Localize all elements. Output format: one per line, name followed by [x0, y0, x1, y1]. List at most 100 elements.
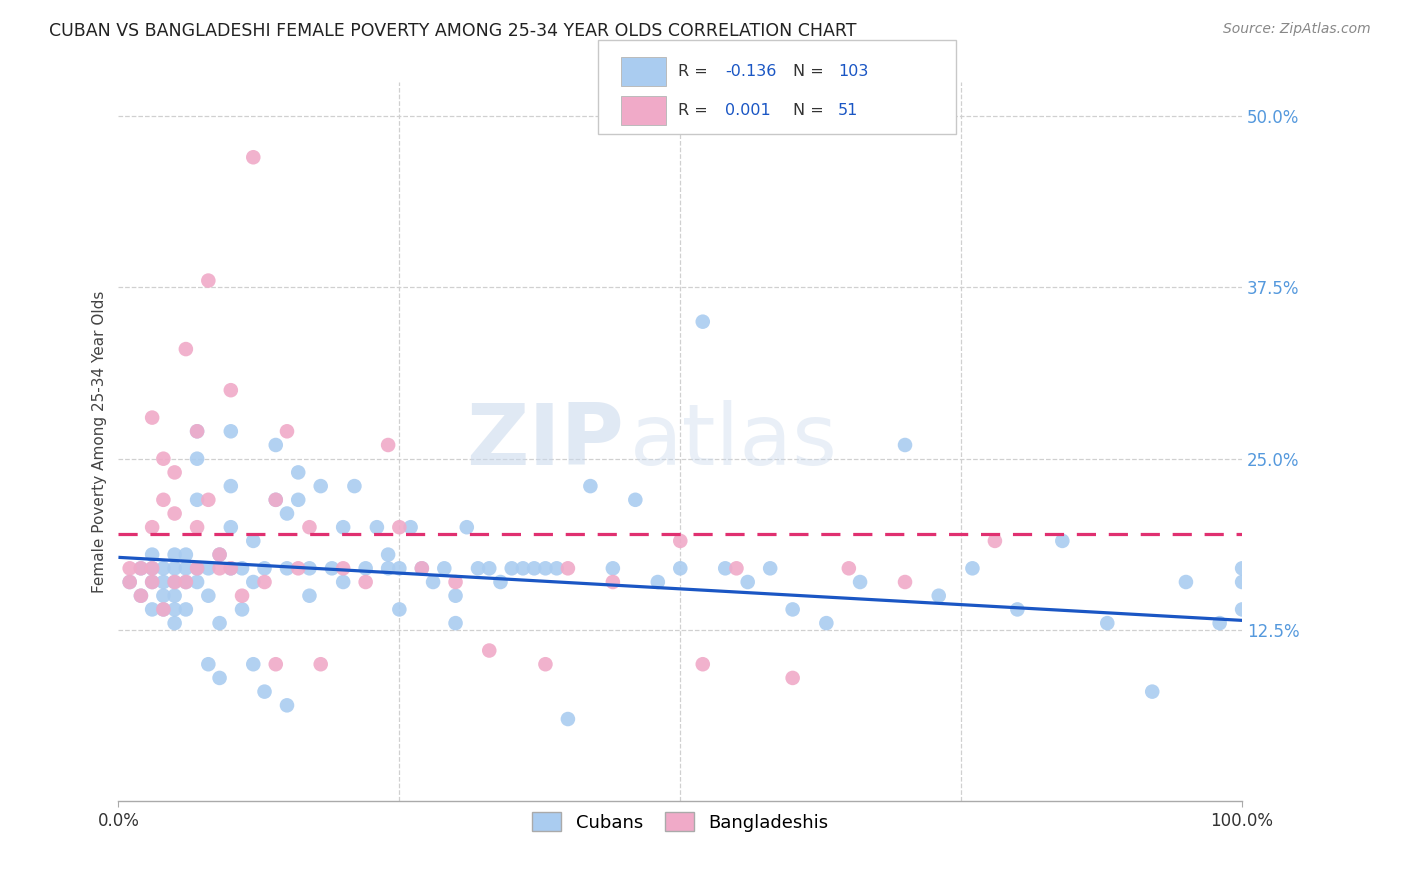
Point — [557, 712, 579, 726]
Point — [186, 520, 208, 534]
Point — [174, 574, 197, 589]
Point — [478, 643, 501, 657]
Point — [782, 671, 804, 685]
Point — [242, 574, 264, 589]
Point — [287, 561, 309, 575]
Point — [714, 561, 737, 575]
Point — [411, 561, 433, 575]
Point — [186, 492, 208, 507]
Point — [163, 602, 186, 616]
Point — [186, 574, 208, 589]
Point — [163, 589, 186, 603]
Point — [1097, 616, 1119, 631]
Point — [141, 574, 163, 589]
Text: 103: 103 — [838, 64, 869, 79]
Point — [197, 657, 219, 672]
Point — [197, 492, 219, 507]
Point — [152, 561, 174, 575]
Point — [174, 548, 197, 562]
Point — [152, 602, 174, 616]
Point — [174, 574, 197, 589]
Point — [129, 561, 152, 575]
Point — [478, 561, 501, 575]
Point — [433, 561, 456, 575]
Text: -0.136: -0.136 — [725, 64, 778, 79]
Point — [242, 150, 264, 164]
Point — [141, 561, 163, 575]
Point — [219, 479, 242, 493]
Point — [163, 574, 186, 589]
Point — [894, 574, 917, 589]
Point — [984, 533, 1007, 548]
Point — [332, 520, 354, 534]
Text: N =: N = — [793, 64, 830, 79]
Point — [208, 561, 231, 575]
Point — [276, 425, 298, 439]
Point — [253, 561, 276, 575]
Point — [377, 438, 399, 452]
Point — [276, 561, 298, 575]
Point — [163, 616, 186, 631]
Text: 0.001: 0.001 — [725, 103, 772, 119]
Point — [343, 479, 366, 493]
Point — [332, 574, 354, 589]
Text: ZIP: ZIP — [467, 401, 624, 483]
Point — [219, 520, 242, 534]
Point — [309, 479, 332, 493]
Point — [444, 574, 467, 589]
Point — [253, 574, 276, 589]
Point — [141, 410, 163, 425]
Point — [253, 684, 276, 698]
Point — [231, 589, 253, 603]
Point — [354, 574, 377, 589]
Point — [411, 561, 433, 575]
Point — [366, 520, 388, 534]
Text: R =: R = — [678, 64, 713, 79]
Point — [129, 589, 152, 603]
Point — [467, 561, 489, 575]
Point — [669, 533, 692, 548]
Point — [174, 342, 197, 356]
Point — [534, 657, 557, 672]
Point — [197, 274, 219, 288]
Point — [332, 561, 354, 575]
Point — [1174, 574, 1197, 589]
Point — [163, 507, 186, 521]
Point — [219, 561, 242, 575]
Point — [309, 657, 332, 672]
Point — [444, 589, 467, 603]
Point — [838, 561, 860, 575]
Point — [422, 574, 444, 589]
Point — [444, 616, 467, 631]
Point — [759, 561, 782, 575]
Point — [321, 561, 343, 575]
Point — [208, 548, 231, 562]
Point — [1230, 602, 1253, 616]
Point — [208, 616, 231, 631]
Point — [197, 561, 219, 575]
Point — [118, 574, 141, 589]
Point — [298, 561, 321, 575]
Point — [287, 492, 309, 507]
Point — [152, 451, 174, 466]
Point — [782, 602, 804, 616]
Point — [501, 561, 523, 575]
Point — [163, 466, 186, 480]
Point — [163, 561, 186, 575]
Point — [557, 561, 579, 575]
Point — [197, 589, 219, 603]
Point — [141, 548, 163, 562]
Point — [174, 561, 197, 575]
Point — [534, 561, 557, 575]
Point — [287, 466, 309, 480]
Point — [141, 520, 163, 534]
Point — [388, 520, 411, 534]
Point — [186, 451, 208, 466]
Point — [276, 507, 298, 521]
Point — [962, 561, 984, 575]
Point — [298, 589, 321, 603]
Point — [231, 561, 253, 575]
Legend: Cubans, Bangladeshis: Cubans, Bangladeshis — [526, 805, 835, 839]
Point — [152, 574, 174, 589]
Point — [456, 520, 478, 534]
